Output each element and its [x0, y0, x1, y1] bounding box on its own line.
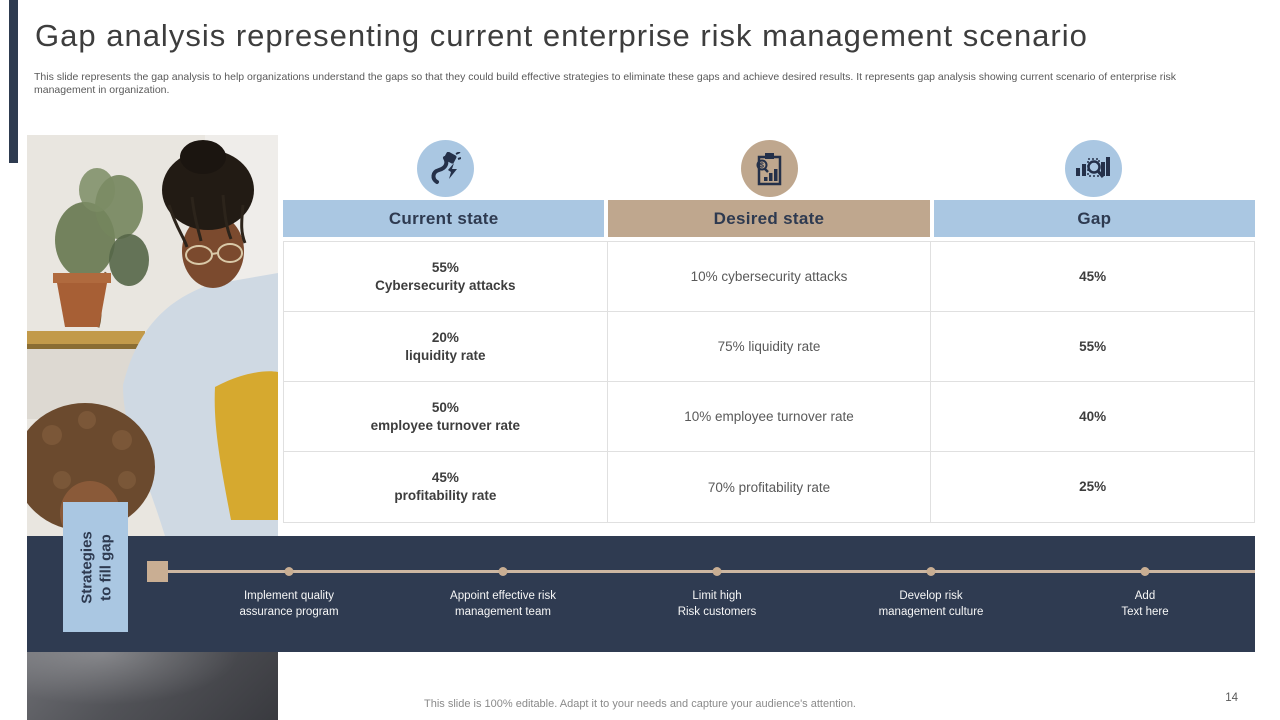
timeline-dot: [926, 567, 936, 576]
header-desired-state: Desired state: [608, 200, 930, 237]
milestone-label: Appoint effective risk management team: [450, 590, 556, 618]
table-body: 55% Cybersecurity attacks 10% cybersecur…: [283, 241, 1255, 523]
cell-desired: 70% profitability rate: [608, 452, 932, 522]
milestone-label: Add Text here: [1121, 590, 1169, 618]
table-row: 20% liquidity rate 75% liquidity rate 55…: [284, 312, 1254, 382]
cell-gap: 45%: [1079, 268, 1107, 284]
table-header-row: Current state Desired state Gap: [283, 200, 1255, 237]
clipboard-chart-icon: $: [740, 140, 798, 197]
cell-gap: 25%: [1079, 479, 1107, 494]
timeline-dot: [712, 567, 722, 576]
table-row: 55% Cybersecurity attacks 10% cybersecur…: [284, 242, 1254, 312]
team-photo-illustration: [27, 135, 278, 536]
editable-note: This slide is 100% editable. Adapt it to…: [424, 698, 856, 710]
column-icons-row: $: [283, 140, 1255, 197]
slide-description: This slide represents the gap analysis t…: [34, 71, 1177, 96]
timeline-dot: [498, 567, 508, 576]
table-row: 50% employee turnover rate 10% employee …: [284, 382, 1254, 452]
timeline-line: [147, 570, 1255, 573]
cell-current: 20% liquidity rate: [284, 312, 608, 381]
cell-current: 50% employee turnover rate: [284, 382, 608, 451]
power-plug-icon: [416, 140, 474, 197]
timeline-dot: [1140, 567, 1150, 576]
cell-gap: 55%: [1079, 338, 1107, 354]
cell-desired: 75% liquidity rate: [608, 312, 932, 381]
milestone-label: Develop risk management culture: [878, 590, 984, 618]
strategies-label-box: Strategies to fill gap: [63, 502, 128, 632]
cell-gap: 40%: [1079, 408, 1107, 424]
header-gap: Gap: [933, 200, 1255, 237]
left-accent-bar: [9, 0, 18, 163]
timeline-start-marker: [147, 561, 168, 582]
timeline-dot: [284, 567, 294, 576]
milestone-label: Implement quality assurance program: [239, 590, 339, 618]
team-photo: [27, 135, 278, 536]
milestone-label: Limit high Risk customers: [677, 590, 757, 618]
header-current-state: Current state: [283, 200, 605, 237]
page-number: 14: [1225, 692, 1238, 704]
strategies-label: Strategies to fill gap: [77, 530, 114, 604]
table-row: 45% profitability rate 70% profitability…: [284, 452, 1254, 522]
cell-desired: 10% employee turnover rate: [608, 382, 932, 451]
chart-search-icon: [1064, 140, 1122, 197]
cell-current: 55% Cybersecurity attacks: [284, 242, 608, 311]
strategies-timeline-band: Implement quality assurance program Appo…: [27, 536, 1255, 652]
page-title: Gap analysis representing current enterp…: [35, 18, 1088, 53]
laptop-photo: [27, 652, 278, 720]
cell-desired: 10% cybersecurity attacks: [608, 242, 932, 311]
gap-analysis-table: $ Current state Desired state Gap: [283, 140, 1255, 523]
cell-current: 45% profitability rate: [284, 452, 608, 522]
svg-text:$: $: [760, 162, 764, 169]
